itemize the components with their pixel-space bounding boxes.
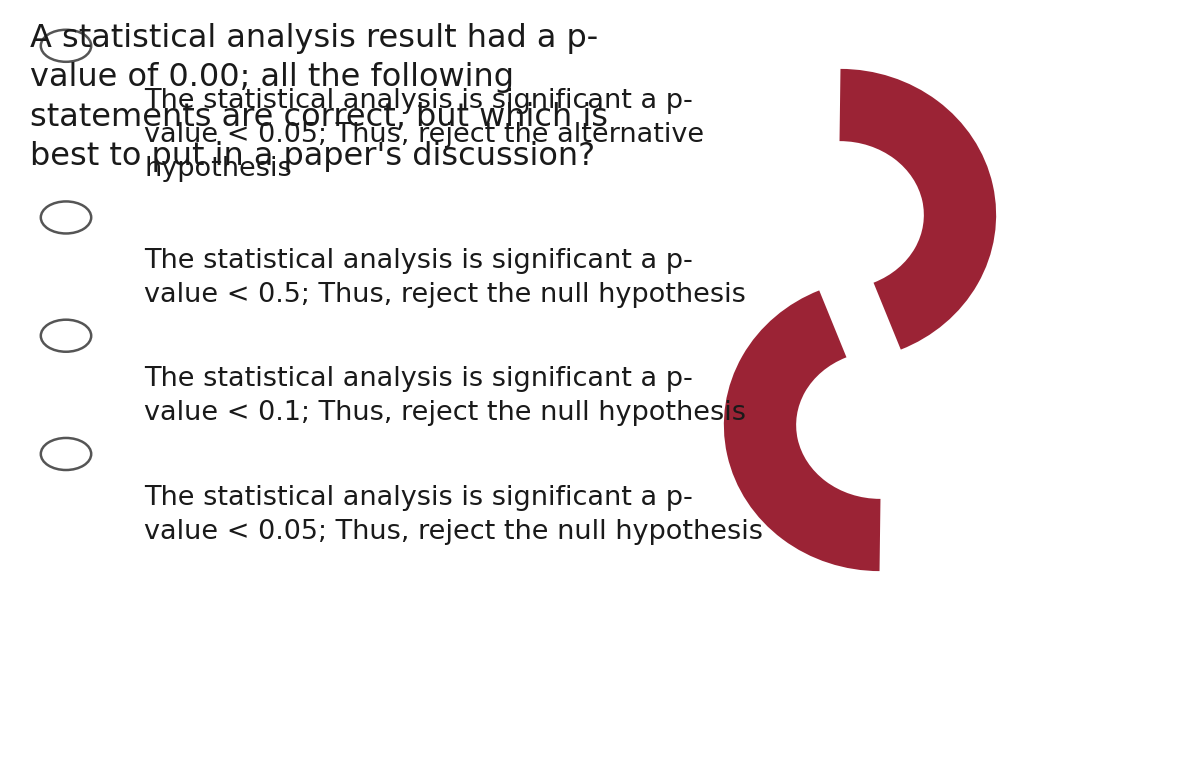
Text: The statistical analysis is significant a p-
value < 0.05; Thus, reject the alte: The statistical analysis is significant … [144,88,704,182]
Text: The statistical analysis is significant a p-
value < 0.5; Thus, reject the null : The statistical analysis is significant … [144,248,746,308]
Text: The statistical analysis is significant a p-
value < 0.1; Thus, reject the null : The statistical analysis is significant … [144,366,746,427]
Text: A statistical analysis result had a p-
value of 0.00; all the following
statemen: A statistical analysis result had a p- v… [30,23,608,172]
Text: The statistical analysis is significant a p-
value < 0.05; Thus, reject the null: The statistical analysis is significant … [144,485,763,545]
